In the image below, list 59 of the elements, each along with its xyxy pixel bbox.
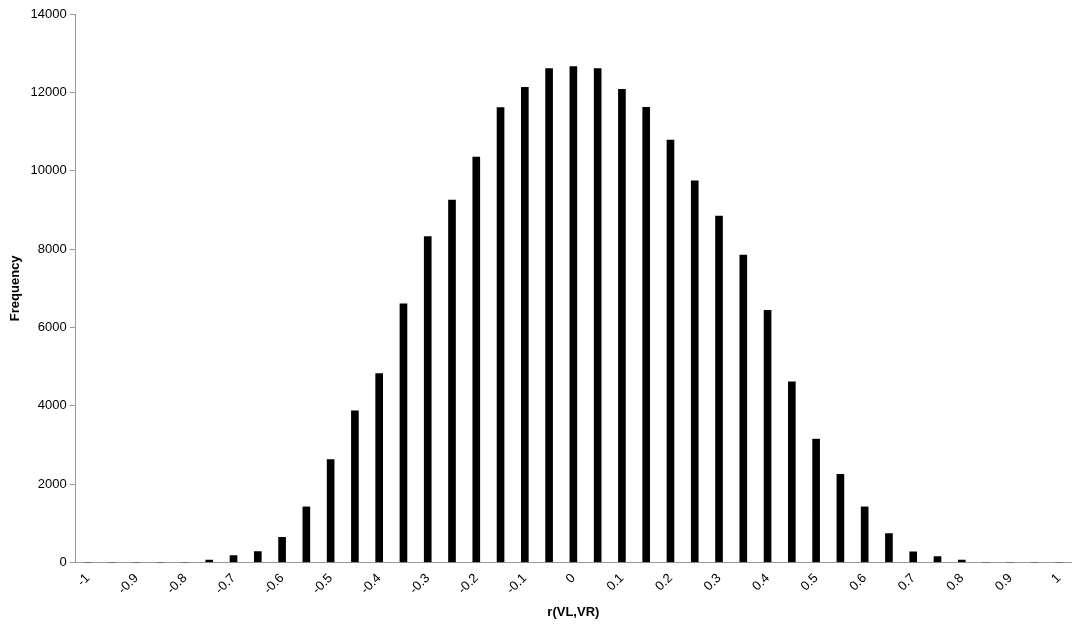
x-tick-label: 0.1: [603, 570, 627, 594]
x-tick-label: -0.6: [260, 570, 287, 597]
y-tick-label: 0: [59, 554, 67, 570]
y-tick-label: 10000: [30, 162, 67, 178]
x-tick-label: 0.5: [797, 570, 821, 594]
y-tick-label: 12000: [30, 83, 67, 99]
y-tick-label: 6000: [37, 319, 67, 335]
bar: [399, 303, 408, 563]
y-tick-label: 2000: [37, 475, 67, 491]
x-tick-label: 0.4: [748, 570, 773, 594]
x-tick-label: -0.3: [405, 570, 433, 597]
bar: [278, 537, 286, 563]
x-tick-label: -0.2: [454, 570, 481, 597]
bar: [715, 215, 723, 563]
bar: [472, 156, 481, 563]
x-tick-label: -1: [73, 570, 93, 589]
bar: [326, 459, 335, 563]
x-tick-label: -0.5: [308, 570, 336, 597]
x-tick-label: -0.9: [114, 570, 142, 597]
x-tick-label: 0.3: [700, 570, 724, 594]
y-tick-label: 14000: [30, 5, 67, 21]
x-tick-label: -0.4: [357, 570, 384, 597]
bar: [521, 86, 529, 563]
x-tick-label: 0.8: [943, 570, 967, 594]
bar: [375, 373, 384, 563]
bar: [885, 533, 893, 563]
bar: [763, 309, 772, 563]
bar: [860, 506, 869, 563]
y-axis-title: Frequency: [7, 254, 23, 322]
bar: [593, 68, 602, 563]
x-axis-title: r(VL,VR): [547, 603, 600, 619]
x-tick-label: 0.6: [845, 570, 870, 594]
x-tick-label: 0: [562, 570, 579, 586]
bar: [545, 68, 553, 563]
bar: [690, 180, 699, 563]
y-tick-label: 8000: [37, 240, 67, 256]
bar: [423, 236, 432, 563]
y-tick-label: 4000: [37, 397, 67, 413]
bar: [739, 254, 748, 563]
x-tick-label: -0.1: [503, 570, 530, 597]
x-tick-label: 1: [1047, 570, 1064, 586]
bar: [812, 438, 820, 563]
bar: [666, 139, 675, 563]
bar: [496, 107, 505, 563]
bar: [788, 381, 796, 563]
x-tick-label: -0.8: [163, 570, 190, 597]
bar: [448, 199, 456, 563]
x-tick-label: -0.7: [211, 570, 239, 597]
bar: [569, 66, 578, 563]
bar: [302, 506, 311, 563]
bar: [836, 474, 845, 563]
bar: [351, 410, 359, 563]
bar: [253, 551, 262, 563]
x-tick-label: 0.2: [651, 570, 676, 594]
x-tick-label: 0.7: [894, 570, 918, 594]
x-tick-label: 0.9: [991, 570, 1015, 594]
bar: [642, 106, 651, 563]
bar: [909, 551, 918, 563]
bar: [618, 88, 626, 563]
